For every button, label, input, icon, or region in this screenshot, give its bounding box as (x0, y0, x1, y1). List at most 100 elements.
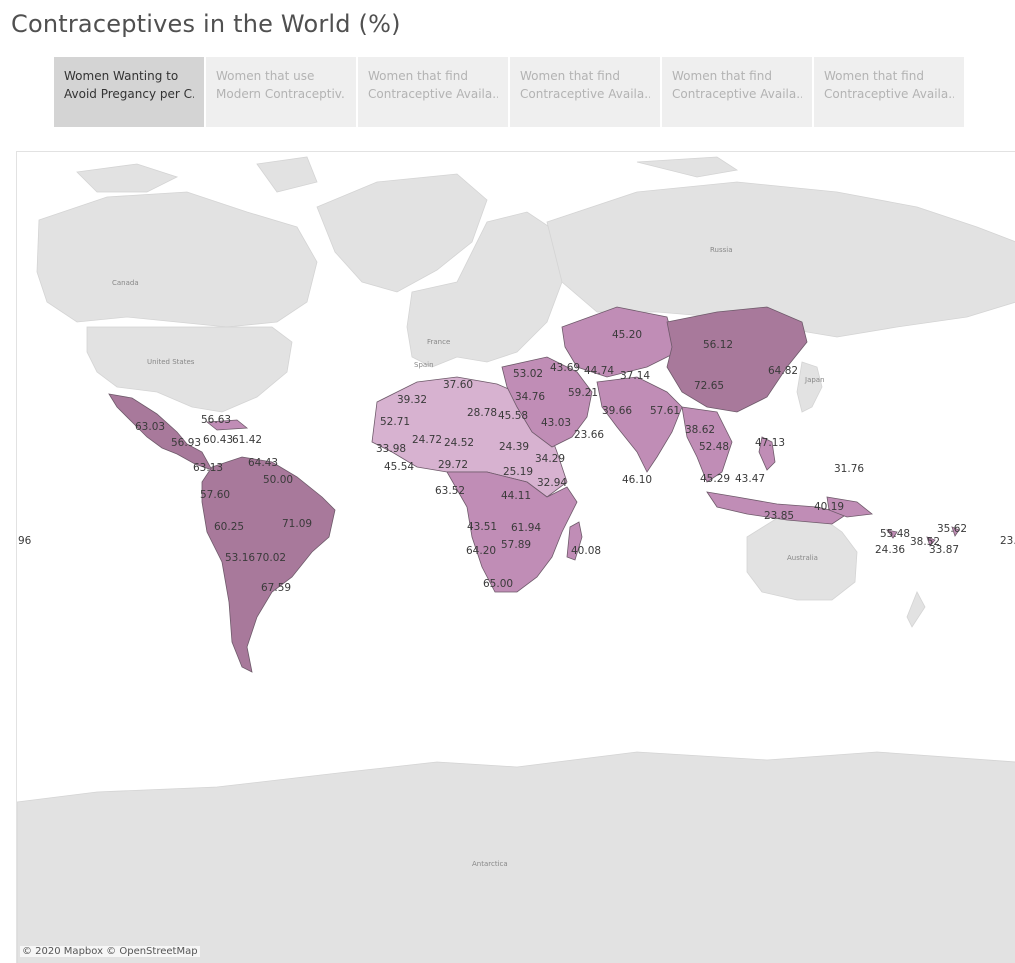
choropleth-countries (108, 306, 960, 673)
philippines-shape (758, 436, 776, 471)
tab-availability-4[interactable]: Women that find Contraceptive Availa.. (814, 57, 964, 127)
world-map[interactable]: Canada United States Russia France Spain… (16, 151, 1015, 963)
value-label: 56.93 (171, 437, 201, 449)
value-label: 71.09 (282, 518, 312, 530)
value-label: 44.74 (584, 365, 614, 377)
dashboard-title: Contraceptives in the World (%) (11, 10, 401, 38)
value-label: 60.43 (203, 434, 233, 446)
value-label: 57.89 (501, 539, 531, 551)
value-label: 45.29 (700, 473, 730, 485)
value-label: 43.47 (735, 473, 765, 485)
antarctica-shape (17, 751, 1015, 963)
value-label: 64.82 (768, 365, 798, 377)
value-label: 61.42 (232, 434, 262, 446)
mexico-shape (108, 393, 213, 471)
value-label: 40.08 (571, 545, 601, 557)
value-label: 38.52 (910, 536, 940, 548)
tab-availability-1[interactable]: Women that find Contraceptive Availa.. (358, 57, 508, 127)
value-label: 46.10 (622, 474, 652, 486)
value-label: 70.02 (256, 552, 286, 564)
value-label: 39.32 (397, 394, 427, 406)
sheet-tabs: Women Wanting to Avoid Pregancy per C.. W… (54, 57, 964, 127)
tab-label-line1: Women that find (672, 69, 772, 83)
value-label: 28.78 (467, 407, 497, 419)
value-label: 43.51 (467, 521, 497, 533)
value-label: 37.60 (443, 379, 473, 391)
middle-east-shape (501, 356, 593, 448)
tab-label-line1: Women Wanting to (64, 69, 179, 83)
value-label: 65.00 (483, 578, 513, 590)
central-asia-shape (561, 306, 678, 378)
place-label: Japan (804, 376, 825, 384)
value-label: 33.98 (376, 443, 406, 455)
value-label: 44.11 (501, 490, 531, 502)
tab-label-line1: Women that find (520, 69, 620, 83)
se-asia-shape (681, 406, 733, 483)
place-label: Australia (787, 554, 818, 562)
value-label: 43.03 (541, 417, 571, 429)
value-label: 64.43 (248, 457, 278, 469)
tab-availability-2[interactable]: Women that find Contraceptive Availa.. (510, 57, 660, 127)
value-label: 96 (18, 535, 32, 547)
place-label: France (427, 338, 450, 346)
usa-shape (86, 326, 293, 413)
value-label: 64.20 (466, 545, 496, 557)
tab-modern-contraceptives[interactable]: Women that use Modern Contraceptiv.. (206, 57, 356, 127)
map-canvas[interactable]: Canada United States Russia France Spain… (17, 152, 1015, 963)
south-asia-shape (596, 376, 683, 473)
place-label: Antarctica (472, 860, 508, 868)
value-label: 53.02 (513, 368, 543, 380)
tab-availability-3[interactable]: Women that find Contraceptive Availa.. (662, 57, 812, 127)
value-label: 35.62 (937, 523, 967, 535)
tab-label-line2: Avoid Pregancy per C.. (64, 87, 194, 101)
value-label: 33.87 (929, 544, 959, 556)
value-label: 63.52 (435, 485, 465, 497)
value-label: 34.76 (515, 391, 545, 403)
value-label: 38.62 (685, 424, 715, 436)
value-label: 32.94 (537, 477, 567, 489)
indonesia-shape (706, 491, 848, 525)
value-label: 60.25 (214, 521, 244, 533)
value-label: 25.19 (503, 466, 533, 478)
value-label: 23.66 (574, 429, 604, 441)
value-label: 61.94 (511, 522, 541, 534)
value-label: 50.00 (263, 474, 293, 486)
value-label: 55.48 (880, 528, 910, 540)
value-label: 31.76 (834, 463, 864, 475)
value-label: 53.16 (225, 552, 255, 564)
value-label: 24.72 (412, 434, 442, 446)
value-label: 34.29 (535, 453, 565, 465)
value-label: 24.39 (499, 441, 529, 453)
madagascar-shape (566, 521, 583, 561)
tab-label-line2: Contraceptive Availa.. (368, 87, 498, 101)
value-label: 63.03 (135, 421, 165, 433)
value-label: 45.54 (384, 461, 414, 473)
place-label: Russia (710, 246, 733, 254)
africa-south-shape (446, 471, 578, 593)
greenland-shape (316, 173, 488, 293)
value-label: 52.48 (699, 441, 729, 453)
place-label: Spain (414, 361, 434, 369)
value-label: 52.71 (380, 416, 410, 428)
tab-label-line1: Women that find (824, 69, 924, 83)
value-label: 57.61 (650, 405, 680, 417)
tab-label-line2: Contraceptive Availa.. (672, 87, 802, 101)
value-label: 24.36 (875, 544, 905, 556)
place-label: Canada (112, 279, 139, 287)
value-label: 63.13 (193, 462, 223, 474)
png-shape (826, 496, 873, 518)
value-label: 72.65 (694, 380, 724, 392)
canada-shape (36, 191, 318, 328)
south-america-shape (201, 456, 336, 673)
value-label: 67.59 (261, 582, 291, 594)
value-label: 59.21 (568, 387, 598, 399)
tab-label-line2: Contraceptive Availa.. (520, 87, 650, 101)
tab-avoid-pregnancy[interactable]: Women Wanting to Avoid Pregancy per C.. (54, 57, 204, 127)
map-attribution[interactable]: © 2020 Mapbox © OpenStreetMap (20, 946, 200, 957)
value-label: 56.12 (703, 339, 733, 351)
value-label: 47.13 (755, 437, 785, 449)
new-zealand-shape (906, 591, 926, 628)
tab-label-line2: Contraceptive Availa.. (824, 87, 954, 101)
value-label: 57.60 (200, 489, 230, 501)
place-label: United States (147, 358, 195, 366)
